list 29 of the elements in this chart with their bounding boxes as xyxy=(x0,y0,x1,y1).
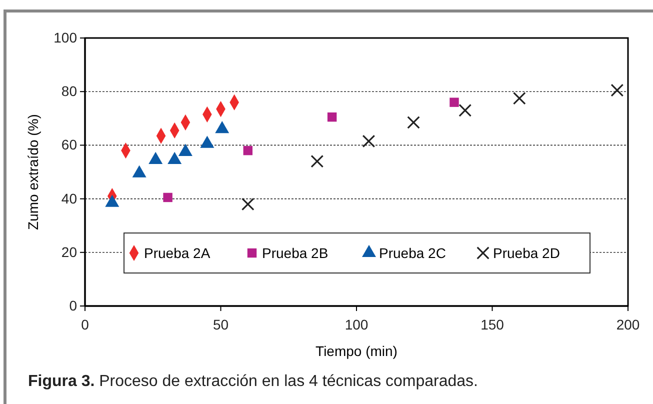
point xyxy=(327,112,337,122)
y-tick-label: 100 xyxy=(54,29,78,46)
point xyxy=(512,92,526,105)
x-axis-title: Tiempo (min) xyxy=(316,343,398,359)
legend-label: Prueba 2C xyxy=(379,245,446,261)
point xyxy=(407,116,420,129)
y-axis-title: Zumo extraído (%) xyxy=(25,114,41,230)
y-tick-label: 40 xyxy=(61,190,78,206)
text: Figura 3. Proceso de extracción en las 4 técnicas comparadas. xyxy=(28,373,478,390)
point xyxy=(163,192,172,202)
x-tick-label: 100 xyxy=(344,316,368,332)
point xyxy=(610,84,624,97)
point xyxy=(458,104,472,117)
point xyxy=(243,146,253,156)
legend-label: Prueba 2D xyxy=(493,245,560,261)
point xyxy=(362,134,376,148)
x-tick-label: 200 xyxy=(616,316,640,332)
point xyxy=(450,98,459,107)
y-tick-label: 80 xyxy=(61,83,78,100)
y-tick-label: 0 xyxy=(69,297,78,314)
point xyxy=(310,154,324,168)
y-tick-label: 20 xyxy=(61,244,78,260)
y-tick-label: 60 xyxy=(61,136,78,153)
legend-label: Prueba 2A xyxy=(144,245,211,261)
legend-label: Prueba 2B xyxy=(262,245,328,261)
x-tick-label: 0 xyxy=(81,316,90,332)
point xyxy=(241,198,254,211)
x-tick-label: 50 xyxy=(212,316,229,332)
x-tick-label: 150 xyxy=(480,316,504,332)
